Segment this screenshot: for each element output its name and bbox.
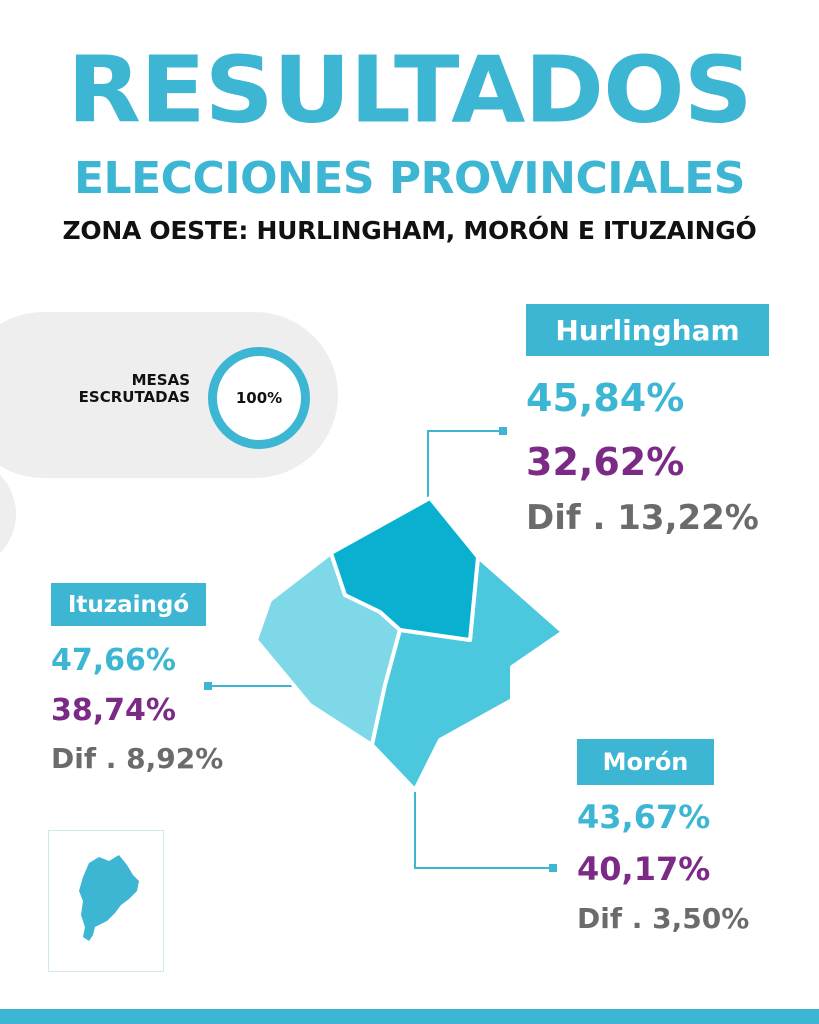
moron-second-percent: 40,17% [577,850,711,888]
bottom-accent-bar [0,1009,819,1024]
ituzaingo-connector-dot [204,682,212,690]
hurlingham-connector [427,430,503,508]
hurlingham-badge: Hurlingham [526,304,769,356]
hurlingham-second-percent: 32,62% [526,440,685,484]
moron-connector [414,790,553,869]
moron-connector-dot [549,864,557,872]
ituzaingo-second-percent: 38,74% [51,693,176,728]
mesas-percent: 100% [235,389,283,407]
province-map-frame [48,830,164,972]
hurlingham-difference: Dif . 13,22% [526,498,759,538]
page-subtitle: ELECCIONES PROVINCIALES [74,153,746,204]
hurlingham-connector-dot [499,427,507,435]
moron-first-percent: 43,67% [577,798,711,836]
mesas-label-line2: ESCRUTADAS [78,388,190,407]
hurlingham-first-percent: 45,84% [526,376,685,420]
ituzaingo-difference: Dif . 8,92% [51,742,224,775]
buenos-aires-province-map-icon [79,855,139,941]
map-region-hurlingham [329,496,480,642]
ituzaingo-badge: Ituzaingó [51,583,206,626]
mesas-label-line1: MESAS [131,371,190,389]
ituzaingo-first-percent: 47,66% [51,643,176,678]
mesas-label: MESAS ESCRUTADAS [60,371,190,407]
moron-difference: Dif . 3,50% [577,902,750,935]
page-title: RESULTADOS [67,36,753,144]
moron-badge: Morón [577,739,714,785]
mesas-progress-ring: 100% [208,347,310,449]
zone-heading: ZONA OESTE: HURLINGHAM, MORÓN E ITUZAING… [62,216,757,245]
